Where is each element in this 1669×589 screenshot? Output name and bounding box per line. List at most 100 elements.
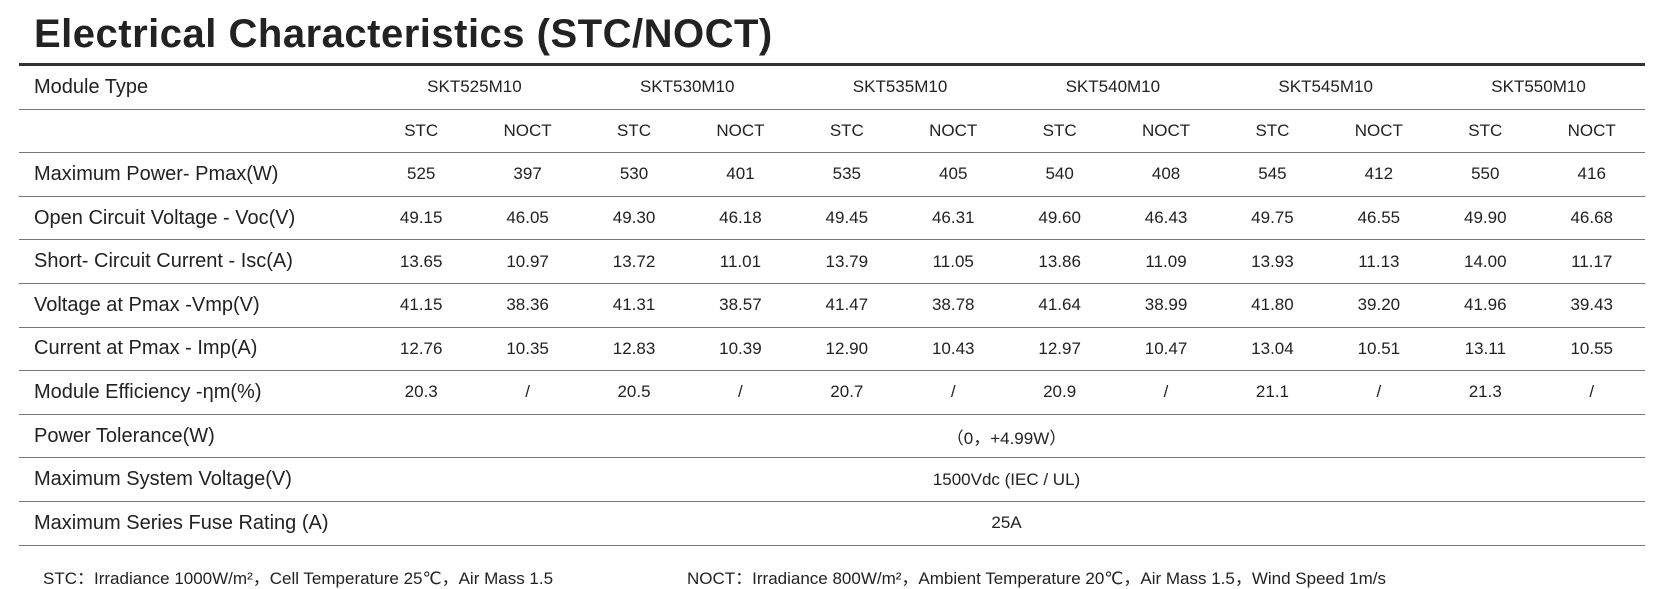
value: 13.86: [1006, 239, 1113, 284]
table-row: Current at Pmax - Imp(A) 12.76 10.35 12.83 1…: [19, 327, 1645, 372]
value: 405: [900, 152, 1007, 197]
value: /: [900, 370, 1007, 415]
table-row: Maximum System Voltage(V) 1500Vdc (IEC / …: [19, 457, 1645, 502]
condition: NOCT: [474, 109, 581, 154]
table-row: Maximum Power- Pmax(W) 525 397 530 401 535 405…: [19, 152, 1645, 197]
table-row: Module Efficiency -ηm(%) 20.3/20.5/20.7/2…: [19, 370, 1645, 415]
condition: NOCT: [1325, 109, 1433, 154]
value: 20.3: [368, 370, 475, 415]
value: /: [474, 370, 581, 415]
value: 412: [1325, 152, 1433, 197]
value: /: [1538, 370, 1645, 415]
value: 13.79: [793, 239, 901, 284]
table-row: Open Circuit Voltage - Voc(V) 49.15 46.05 4…: [19, 196, 1645, 241]
table-row: STC NOCT STC NOCT STC NOCT STC NOCT STC NOCT STC NO…: [19, 109, 1645, 154]
value: /: [1325, 370, 1433, 415]
value: 25A: [368, 501, 1645, 546]
row-label: Open Circuit Voltage - Voc(V): [19, 196, 368, 241]
value: 41.96: [1432, 283, 1539, 328]
value: 13.93: [1219, 239, 1326, 284]
value: 11.09: [1112, 239, 1220, 284]
value: 14.00: [1432, 239, 1539, 284]
footnote: NOCT：Irradiance 800W/m²，Ambient Temperat…: [687, 569, 1387, 588]
value: 416: [1538, 152, 1645, 197]
row-label: Maximum Series Fuse Rating (A): [19, 501, 368, 546]
value: 46.05: [474, 196, 581, 241]
module-type: SKT530M10: [580, 64, 794, 110]
value: 11.13: [1325, 239, 1433, 284]
value: 12.83: [580, 327, 688, 372]
value: 41.47: [793, 283, 901, 328]
module-type: SKT545M10: [1219, 64, 1433, 110]
value: 12.76: [368, 327, 475, 372]
value: 13.65: [368, 239, 475, 284]
condition: STC: [1432, 109, 1539, 154]
empty-cell: [19, 109, 368, 154]
value: 46.43: [1112, 196, 1220, 241]
module-type: SKT525M10: [368, 64, 581, 110]
value: 38.99: [1112, 283, 1220, 328]
value: 540: [1006, 152, 1113, 197]
value: 49.45: [793, 196, 901, 241]
value: 10.51: [1325, 327, 1433, 372]
table-row: Maximum Series Fuse Rating (A) 25A: [19, 501, 1645, 546]
value: 21.1: [1219, 370, 1326, 415]
value: 13.04: [1219, 327, 1326, 372]
table-row: Voltage at Pmax -Vmp(V) 41.15 38.36 41.31 38…: [19, 283, 1645, 328]
value: 38.57: [687, 283, 794, 328]
value: 545: [1219, 152, 1326, 197]
footnote: STC：Irradiance 1000W/m²，Cell Temperature…: [43, 569, 554, 588]
condition: NOCT: [900, 109, 1007, 154]
condition: NOCT: [1112, 109, 1220, 154]
value: 41.80: [1219, 283, 1326, 328]
value: 20.7: [793, 370, 901, 415]
value: （0，+4.99W）: [368, 414, 1645, 459]
value: 525: [368, 152, 475, 197]
row-label: Maximum System Voltage(V): [19, 457, 368, 502]
value: 38.78: [900, 283, 1007, 328]
value: 11.17: [1538, 239, 1645, 284]
value: 21.3: [1432, 370, 1539, 415]
value: 46.18: [687, 196, 794, 241]
value: 46.68: [1538, 196, 1645, 241]
module-type: SKT540M10: [1006, 64, 1220, 110]
condition: NOCT: [1538, 109, 1645, 154]
condition: STC: [1006, 109, 1113, 154]
value: 1500Vdc (IEC / UL): [368, 457, 1645, 502]
value: 49.90: [1432, 196, 1539, 241]
value: 10.55: [1538, 327, 1645, 372]
module-type: SKT535M10: [793, 64, 1007, 110]
value: 49.75: [1219, 196, 1326, 241]
value: 401: [687, 152, 794, 197]
value: 41.15: [368, 283, 475, 328]
condition: STC: [368, 109, 475, 154]
value: 408: [1112, 152, 1220, 197]
row-label: Module Efficiency -ηm(%): [19, 370, 368, 415]
condition: STC: [793, 109, 901, 154]
value: 41.64: [1006, 283, 1113, 328]
value: 39.20: [1325, 283, 1433, 328]
value: 550: [1432, 152, 1539, 197]
value: 39.43: [1538, 283, 1645, 328]
value: 12.97: [1006, 327, 1113, 372]
value: 13.72: [580, 239, 688, 284]
header-label: Module Type: [19, 64, 368, 110]
value: 11.05: [900, 239, 1007, 284]
row-label: Power Tolerance(W): [19, 414, 368, 459]
value: 20.9: [1006, 370, 1113, 415]
value: 10.43: [900, 327, 1007, 372]
condition: STC: [580, 109, 688, 154]
title: Electrical Characteristics (STC/NOCT): [34, 12, 773, 56]
value: 10.47: [1112, 327, 1220, 372]
value: 397: [474, 152, 581, 197]
value: 535: [793, 152, 901, 197]
table-row: Module Type SKT525M10 SKT530M10 SKT535M10 SK…: [19, 64, 1645, 110]
condition: STC: [1219, 109, 1326, 154]
value: 49.30: [580, 196, 688, 241]
value: 10.97: [474, 239, 581, 284]
value: 13.11: [1432, 327, 1539, 372]
value: 20.5: [580, 370, 688, 415]
value: 10.39: [687, 327, 794, 372]
row-label: Current at Pmax - Imp(A): [19, 327, 368, 372]
